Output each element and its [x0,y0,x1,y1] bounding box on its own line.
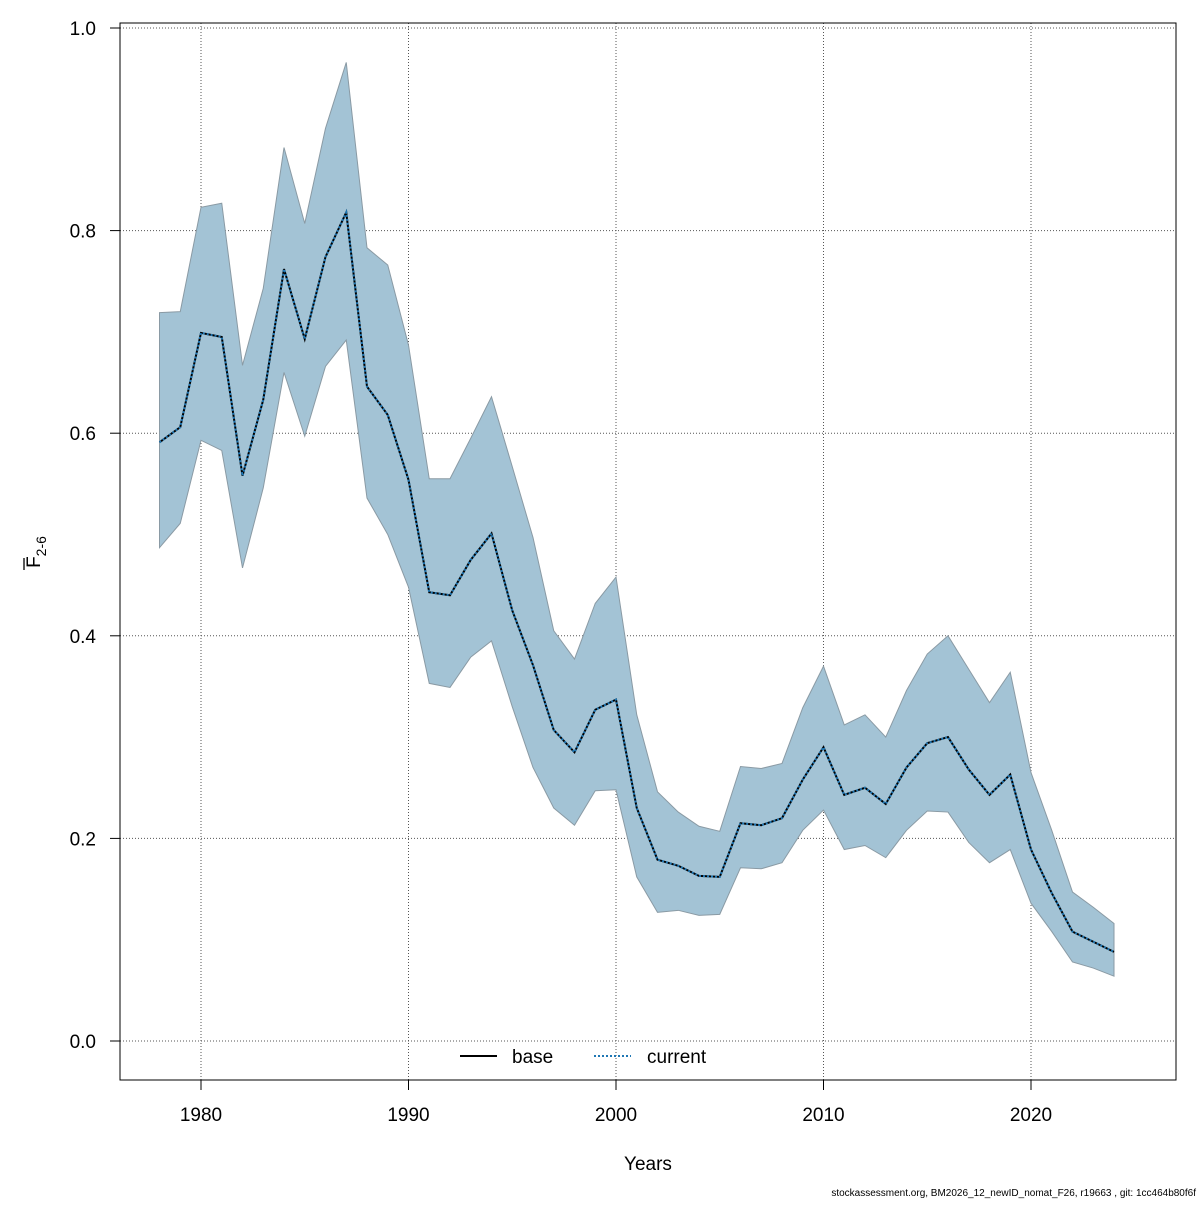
legend-base-label: base [512,1047,553,1068]
grid [120,23,1176,1080]
x-tick-label: 2000 [595,1105,637,1126]
x-tick-label: 2010 [802,1105,844,1126]
y-tick-label: 1.0 [70,19,96,40]
x-axis-label: Years [624,1154,672,1175]
y-axis-label: F2-6 [23,536,49,570]
legend: base current [460,1047,707,1068]
y-tick-label: 0.4 [70,627,97,648]
y-axis-label-sub: 2-6 [33,536,49,556]
axes: 1980 1990 2000 2010 2020 0.0 0.2 0.4 0.6 0.8 1.0 [70,19,1053,1126]
x-tick-label: 1990 [387,1105,429,1126]
y-tick-label: 0.0 [70,1032,96,1053]
y-tick-label: 0.2 [70,829,96,850]
series-line-current [158,208,1115,953]
legend-current-label: current [647,1047,707,1068]
footer-text: stockassessment.org, BM2026_12_newID_nom… [831,1188,1196,1199]
y-tick-label: 0.6 [70,424,96,445]
x-tick-label: 1980 [180,1105,222,1126]
confidence-band [159,62,1115,977]
x-tick-label: 2020 [1010,1105,1052,1126]
y-axis-label-main: F [24,556,45,568]
plot-box [119,22,1177,1081]
svg-text:F2-6: F2-6 [24,536,49,568]
series-lines [158,208,1115,953]
y-tick-label: 0.8 [70,222,96,243]
